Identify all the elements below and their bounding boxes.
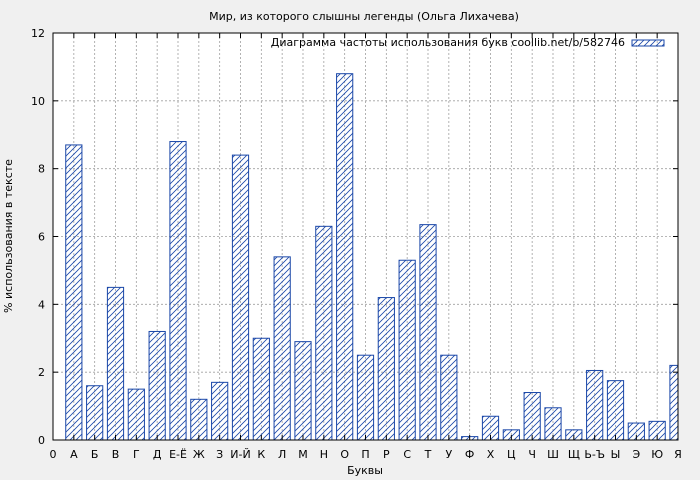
x-tick-label: Б (91, 448, 99, 461)
bar (86, 385, 104, 441)
bar (231, 154, 250, 441)
y-axis-label: % использования в тексте (2, 159, 15, 313)
chart-title: Мир, из которого слышны легенды (Ольга Л… (209, 10, 519, 23)
x-tick-label: Х (487, 448, 495, 461)
x-tick-label: Э (632, 448, 640, 461)
y-tick-label: 8 (38, 163, 45, 176)
x-tick-label: У (445, 448, 452, 461)
bar (356, 354, 375, 441)
y-tick-label: 10 (31, 95, 45, 108)
bar (606, 380, 625, 441)
y-tick-label: 2 (38, 366, 45, 379)
x-tick-label: Л (278, 448, 286, 461)
x-axis: 0 А Б В Г Д Е-Ё Ж З И-Й К Л М Н О П Р С Т У Ф Х Ц Ч Ш Щ Ь-Ъ Ы Э Ю Я (50, 33, 682, 461)
x-tick-label: З (216, 448, 223, 461)
legend: Диаграмма частоты использования букв coo… (271, 36, 665, 49)
bar (586, 369, 604, 441)
x-tick-label: К (257, 448, 265, 461)
bar (294, 341, 312, 441)
x-tick-label: Ш (547, 448, 559, 461)
bar (65, 144, 83, 441)
y-tick-label: 6 (38, 231, 45, 244)
legend-swatch (631, 39, 665, 47)
bar (669, 364, 679, 441)
bar (273, 256, 291, 441)
bar (523, 392, 541, 441)
x-tick-label: Т (424, 448, 432, 461)
bar (440, 354, 458, 441)
x-tick-label: В (112, 448, 120, 461)
bar (148, 330, 166, 441)
bar (106, 286, 125, 441)
y-tick-label: 0 (38, 434, 45, 447)
x-tick-label: Ц (507, 448, 516, 461)
x-tick-label: Ф (465, 448, 474, 461)
x-tick-label: Ь-Ъ (584, 448, 605, 461)
x-tick-label: Ю (651, 448, 663, 461)
bar (211, 381, 229, 441)
x-tick-label: Ы (611, 448, 621, 461)
bar (377, 297, 395, 441)
x-tick-label: О (340, 448, 349, 461)
x-axis-label: Буквы (347, 464, 383, 477)
x-tick-label: Е-Ё (169, 448, 187, 461)
bar (315, 225, 333, 441)
x-tick-label-origin: 0 (50, 448, 57, 461)
x-tick-label: Н (320, 448, 328, 461)
x-tick-label: Р (383, 448, 390, 461)
bar (336, 73, 354, 441)
y-axis: 0 2 4 6 8 10 12 (31, 27, 678, 447)
bar (419, 224, 437, 441)
x-tick-label: Г (133, 448, 140, 461)
bar (190, 398, 208, 441)
x-tick-label: Ж (193, 448, 205, 461)
bar (169, 141, 187, 441)
legend-label: Диаграмма частоты использования букв coo… (271, 36, 625, 49)
y-tick-label: 12 (31, 27, 45, 40)
bar (252, 337, 270, 441)
x-tick-label: М (298, 448, 308, 461)
x-tick-label: Я (674, 448, 682, 461)
bar (127, 388, 145, 441)
x-tick-label: П (361, 448, 369, 461)
y-tick-label: 4 (38, 298, 45, 311)
x-tick-label: А (70, 448, 78, 461)
x-tick-label: И-Й (230, 448, 250, 461)
x-tick-label: Д (153, 448, 162, 461)
x-tick-label: Ч (528, 448, 536, 461)
x-tick-label: С (403, 448, 411, 461)
bar (398, 259, 416, 441)
x-tick-label: Щ (568, 448, 580, 461)
